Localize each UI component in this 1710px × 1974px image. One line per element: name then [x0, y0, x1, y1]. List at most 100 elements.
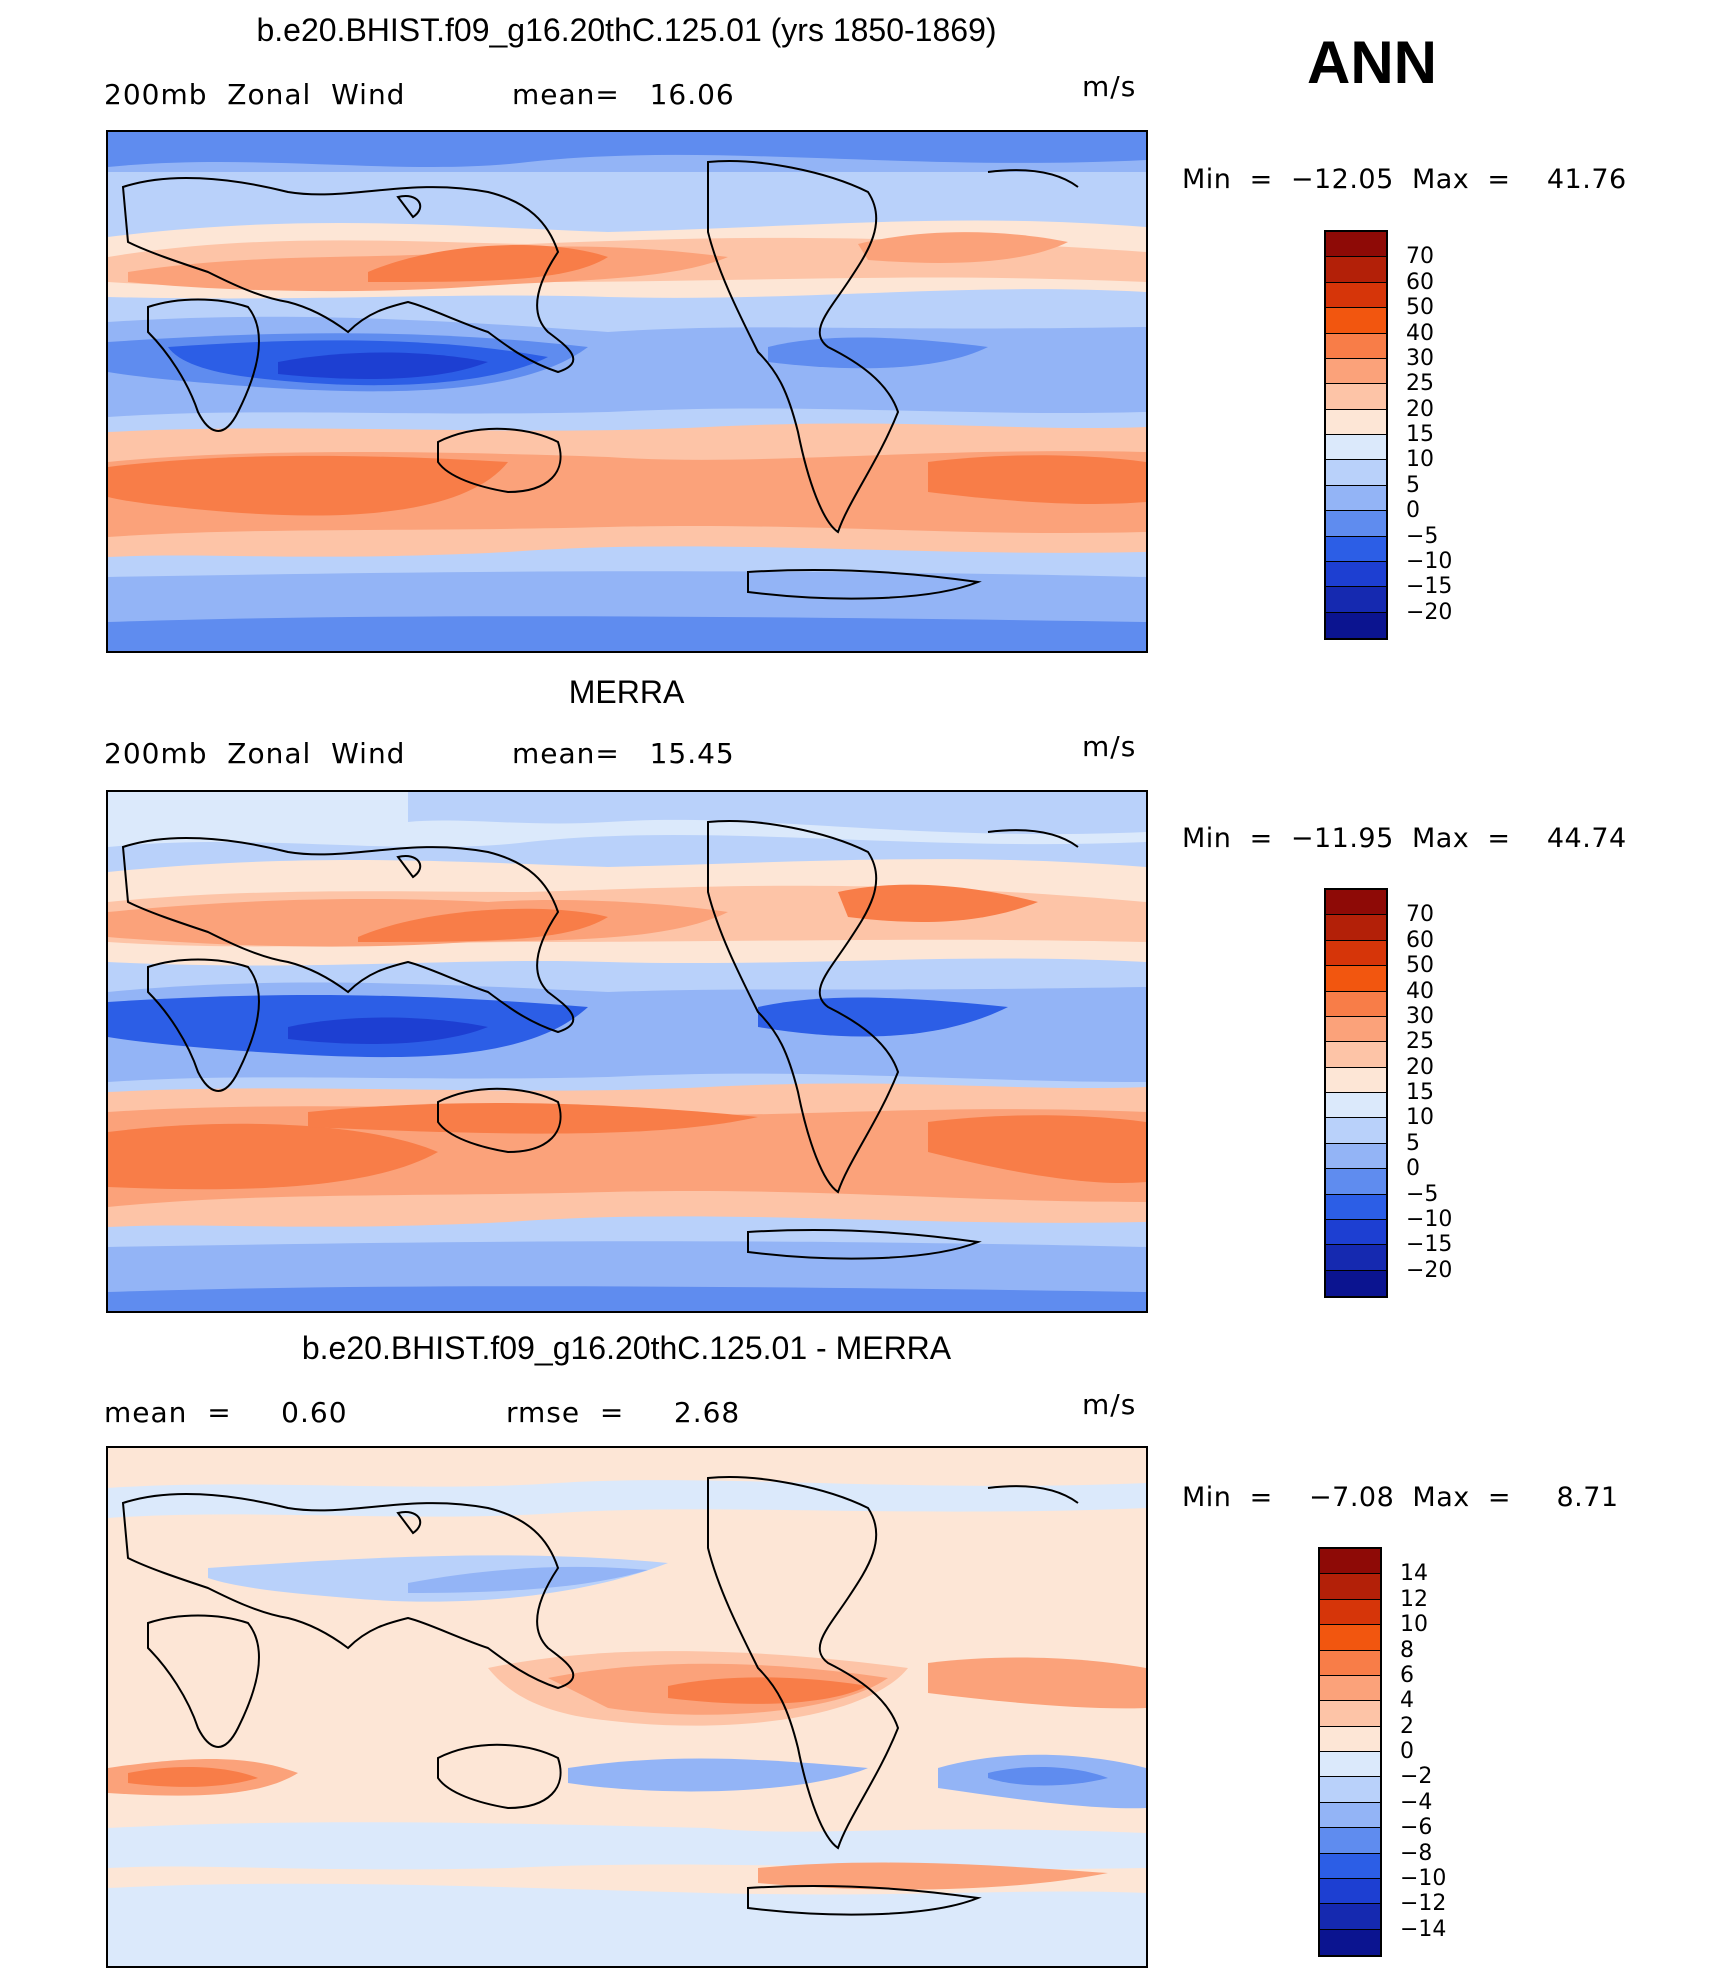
colorbar-box [1320, 1904, 1380, 1930]
colorbar-tick-label: 15 [1406, 422, 1434, 447]
colorbar-tick-label: 0 [1400, 1739, 1414, 1764]
colorbar-box [1326, 1143, 1386, 1170]
season-label: ANN [1307, 29, 1437, 96]
colorbar-tick-label: 70 [1406, 902, 1434, 928]
colorbar-tick-label: 5 [1406, 1130, 1420, 1156]
colorbar-box [1326, 991, 1386, 1017]
panel-2-map [106, 790, 1148, 1313]
colorbar-tick-label: 50 [1406, 295, 1434, 321]
colorbar-tick-label: 10 [1400, 1612, 1428, 1638]
panel-2-mean-label: mean= 15.45 [512, 737, 735, 770]
colorbar-box [1326, 1067, 1386, 1093]
colorbar-box [1326, 966, 1386, 992]
colorbar-box [1326, 915, 1386, 941]
colorbar-tick-label: −10 [1400, 1865, 1447, 1891]
colorbar-box [1326, 409, 1386, 435]
colorbar-tick-label: 4 [1400, 1688, 1414, 1714]
colorbar-box [1326, 384, 1386, 410]
panel-1-contour-field [108, 132, 1146, 651]
colorbar-box [1326, 358, 1386, 385]
colorbar-box [1326, 1194, 1386, 1220]
panel-1-units: m/s [1082, 70, 1137, 103]
colorbar-box [1326, 511, 1386, 537]
colorbar-tick-label: 70 [1406, 244, 1434, 270]
colorbar-tick-label: 8 [1400, 1637, 1414, 1663]
colorbar-box [1326, 1118, 1386, 1144]
colorbar-box [1326, 333, 1386, 359]
panel-2-minmax: Min = −11.95 Max = 44.74 [1182, 823, 1627, 854]
colorbar-box [1326, 435, 1386, 461]
colorbar-box [1320, 1599, 1380, 1626]
colorbar-tick-label: 40 [1406, 978, 1434, 1004]
colorbar-box [1320, 1929, 1380, 1955]
colorbar-tick-label: 60 [1406, 269, 1434, 295]
colorbar-box [1326, 612, 1386, 638]
colorbar-tick-label: −8 [1400, 1840, 1433, 1866]
colorbar-tick-label: 0 [1406, 1156, 1420, 1182]
colorbar-box [1326, 536, 1386, 562]
colorbar-box [1326, 587, 1386, 613]
colorbar-box [1326, 1016, 1386, 1043]
colorbar-box [1326, 1245, 1386, 1271]
panel-3-mean-label: mean = 0.60 [104, 1396, 348, 1429]
colorbar-tick-label: 30 [1406, 345, 1434, 371]
colorbar-box [1326, 232, 1386, 258]
panel-3-contour-field [108, 1448, 1146, 1966]
colorbar-box [1326, 1270, 1386, 1296]
colorbar-box [1326, 1042, 1386, 1068]
panel-2-variable-label: 200mb Zonal Wind [104, 737, 406, 770]
colorbar-box [1326, 485, 1386, 512]
colorbar-tick-label: −15 [1406, 1232, 1453, 1258]
panel-1-colorbar: 70 60 50 40 30 25 20 15 10 5 0 −5 −10 −15 −20 [1324, 230, 1452, 640]
panel-1-variable-label: 200mb Zonal Wind [104, 78, 406, 111]
colorbar-tick-label: −6 [1400, 1815, 1433, 1841]
panel-2-colorbar: 70 60 50 40 30 25 20 15 10 5 0 −5 −10 −15 −20 [1324, 888, 1452, 1298]
colorbar-tick-label: 30 [1406, 1003, 1434, 1029]
panel-1-mean-label: mean= 16.06 [512, 78, 735, 111]
colorbar-box [1326, 460, 1386, 486]
colorbar-tick-label: −12 [1400, 1891, 1447, 1917]
colorbar-tick-label: −20 [1406, 1257, 1453, 1283]
colorbar-tick-label: 50 [1406, 953, 1434, 979]
colorbar-tick-label: −2 [1400, 1764, 1433, 1790]
panel-3-minmax: Min = −7.08 Max = 8.71 [1182, 1482, 1619, 1513]
colorbar-tick-label: 60 [1406, 927, 1434, 953]
colorbar-box [1326, 308, 1386, 334]
colorbar-box [1326, 940, 1386, 967]
panel-1-minmax: Min = −12.05 Max = 41.76 [1182, 164, 1627, 195]
colorbar-box [1320, 1802, 1380, 1829]
colorbar-box [1320, 1752, 1380, 1778]
colorbar-box [1320, 1574, 1380, 1600]
colorbar-tick-label: 10 [1406, 447, 1434, 473]
panel-2-title: MERRA [568, 674, 685, 710]
colorbar-tick-label: −15 [1406, 574, 1453, 600]
panel-3-colorbar: 14 12 10 8 6 4 2 0 −2 −4 −6 −8 −10 −12 −14 [1318, 1547, 1446, 1957]
colorbar-box [1326, 561, 1386, 588]
colorbar-tick-label: −20 [1406, 599, 1453, 625]
colorbar-tick-label: 25 [1406, 1029, 1434, 1055]
colorbar-box [1320, 1625, 1380, 1651]
colorbar-tick-label: −4 [1400, 1789, 1433, 1815]
colorbar-tick-label: −5 [1406, 1181, 1439, 1207]
colorbar-box [1320, 1726, 1380, 1752]
panel-3-units: m/s [1082, 1388, 1137, 1421]
colorbar-tick-label: 12 [1400, 1586, 1428, 1612]
panel-1-title: b.e20.BHIST.f09_g16.20thC.125.01 (yrs 18… [256, 12, 997, 48]
panel-3-title: b.e20.BHIST.f09_g16.20thC.125.01 - MERRA [301, 1330, 952, 1366]
colorbar-box [1320, 1777, 1380, 1803]
colorbar-box [1326, 1093, 1386, 1119]
colorbar-tick-label: −5 [1406, 523, 1439, 549]
panel-1-map [106, 130, 1148, 653]
colorbar-box [1326, 1219, 1386, 1246]
colorbar-box [1326, 890, 1386, 916]
panel-3-rmse-label: rmse = 2.68 [506, 1396, 741, 1429]
panel-2-units: m/s [1082, 730, 1137, 763]
colorbar-tick-label: 5 [1406, 472, 1420, 498]
colorbar-tick-label: −10 [1406, 548, 1453, 574]
colorbar-tick-label: 20 [1406, 1054, 1434, 1080]
colorbar-box [1320, 1878, 1380, 1905]
colorbar-box [1326, 1169, 1386, 1195]
colorbar-tick-label: 14 [1400, 1561, 1428, 1587]
panel-3-map [106, 1446, 1148, 1968]
colorbar-tick-label: 15 [1406, 1080, 1434, 1105]
